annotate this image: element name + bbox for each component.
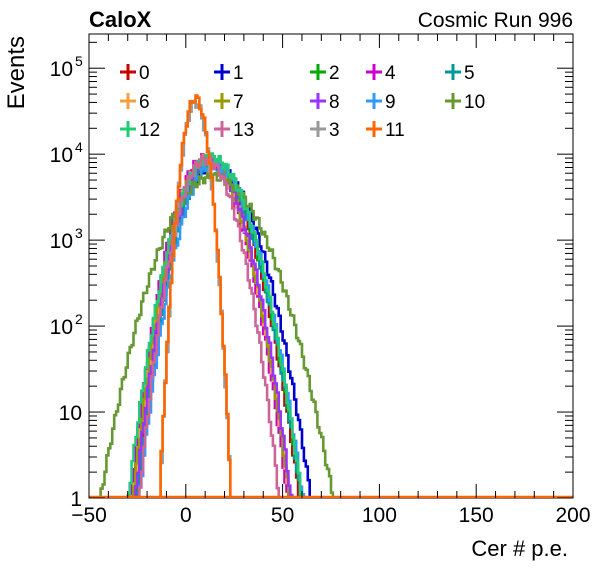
legend-label: 3 [329,120,340,141]
y-tick-exponent: 2 [75,311,83,327]
legend-entry-8: 8 [310,92,340,113]
series-curve-5 [89,158,573,498]
legend-entry-10: 10 [445,92,485,113]
series-curve-9 [89,159,573,498]
legend-entry-1: 1 [214,63,244,84]
legend-label: 2 [329,63,340,84]
legend-label: 8 [329,92,340,113]
legend-label: 6 [139,92,150,113]
series-curve-7 [89,154,573,498]
legend-label: 9 [385,92,396,113]
x-tick-label: 50 [271,504,294,527]
y-tick-label: 10 [50,58,73,81]
series-curve-12 [89,152,573,498]
chart-title-left: CaloX [89,7,152,32]
legend-entry-4: 4 [366,63,396,84]
series-curve-10 [89,171,573,498]
y-tick-exponent: 4 [75,139,83,155]
legend-entry-7: 7 [214,92,244,113]
legend-entry-11: 11 [366,120,405,141]
x-tick-label: 150 [459,504,494,527]
series-curve-13 [89,154,573,498]
legend-label: 12 [139,120,160,141]
y-tick-label: 10 [50,230,73,253]
legend-entry-9: 9 [366,92,396,113]
legend-entry-13: 13 [214,120,254,141]
x-tick-label: 100 [362,504,397,527]
series-curve-11 [89,94,573,498]
y-tick-exponent: 5 [75,53,83,69]
y-tick-label: 1 [70,488,82,511]
legend-label: 11 [385,120,405,141]
legend-entry-3: 3 [310,120,340,141]
legend-entry-6: 6 [120,92,150,113]
x-tick-label: 200 [555,504,590,527]
legend-label: 1 [233,63,244,84]
x-tick-label: −50 [71,504,107,527]
x-axis: −50 0 50 100 150 200 [71,34,591,527]
legend-entry-12: 12 [120,120,160,141]
legend-label: 7 [233,92,244,113]
y-tick-label: 10 [50,316,73,339]
legend-label: 10 [464,92,485,113]
legend-label: 5 [464,63,475,84]
y-axis-label: Events [3,36,30,109]
x-axis-label: Cer # p.e. [471,536,568,561]
x-tick-label: 0 [180,504,192,527]
y-tick-label: 10 [59,402,82,425]
legend-entry-5: 5 [445,63,475,84]
legend-entry-0: 0 [120,63,150,84]
legend-label: 4 [385,63,396,84]
legend-entry-2: 2 [310,63,340,84]
chart-title-right: Cosmic Run 996 [418,9,573,32]
y-tick-label: 10 [50,144,73,167]
legend-label: 13 [233,120,254,141]
legend-label: 0 [139,63,150,84]
y-tick-exponent: 3 [75,225,83,241]
series-curves [89,94,573,498]
